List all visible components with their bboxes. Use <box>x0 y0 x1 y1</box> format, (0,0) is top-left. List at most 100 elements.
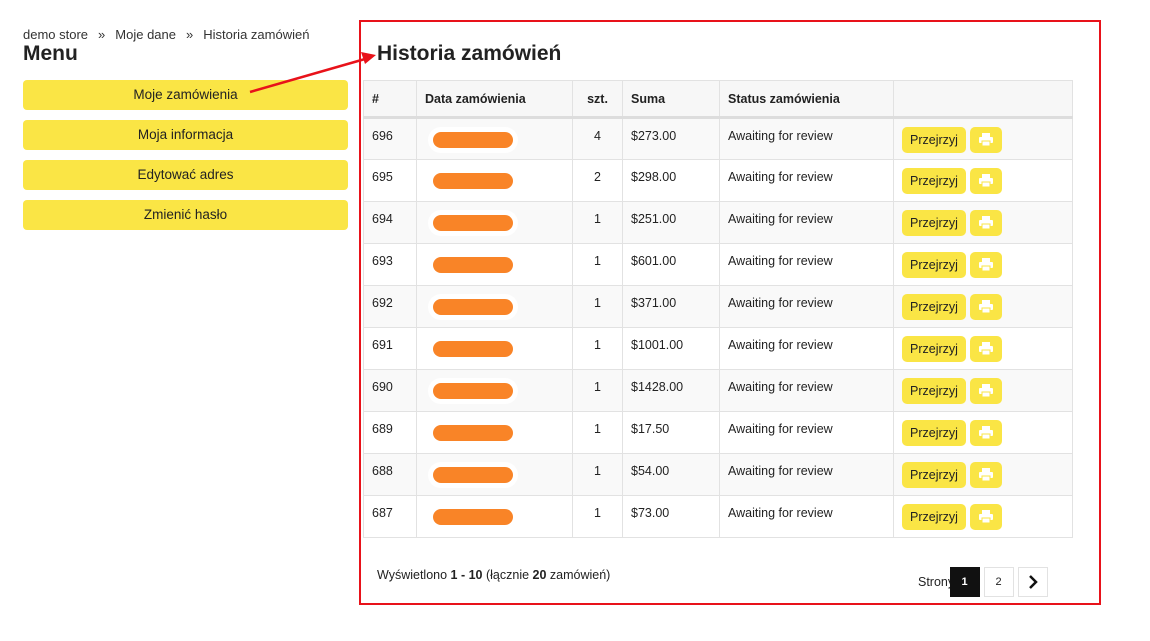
breadcrumb-account[interactable]: Moje dane <box>115 27 176 42</box>
view-order-button[interactable]: Przejrzyj <box>902 252 966 278</box>
page-title: Historia zamówień <box>377 42 562 65</box>
printer-icon <box>978 426 993 440</box>
col-qty: szt. <box>572 80 623 119</box>
order-status: Awaiting for review <box>719 453 894 496</box>
order-qty: 1 <box>572 285 623 328</box>
order-id: 687 <box>363 495 417 538</box>
orders-table: # Data zamówienia szt. Suma Status zamów… <box>363 80 1073 538</box>
account-menu: Moje zamówienia Moja informacja Edytować… <box>23 80 348 240</box>
order-date <box>416 411 573 454</box>
view-order-button[interactable]: Przejrzyj <box>902 127 966 153</box>
order-actions: Przejrzyj <box>893 453 1073 496</box>
order-qty: 1 <box>572 243 623 286</box>
order-id: 688 <box>363 453 417 496</box>
order-actions: Przejrzyj <box>893 411 1073 454</box>
chevron-right-icon <box>1028 575 1038 589</box>
redacted-date <box>433 467 513 483</box>
order-status: Awaiting for review <box>719 285 894 328</box>
order-status: Awaiting for review <box>719 495 894 538</box>
page-1-button[interactable]: 1 <box>949 567 980 597</box>
order-date <box>416 369 573 412</box>
redacted-date <box>433 173 513 189</box>
print-button[interactable] <box>969 378 1002 404</box>
order-qty: 2 <box>572 159 623 202</box>
order-sum: $1001.00 <box>622 327 720 370</box>
redacted-date <box>433 215 513 231</box>
order-date <box>416 285 573 328</box>
menu-item-password[interactable]: Zmienić hasło <box>23 200 348 230</box>
order-qty: 1 <box>572 495 623 538</box>
view-order-button[interactable]: Przejrzyj <box>902 378 966 404</box>
table-row: 687 1 $73.00 Awaiting for review Przejrz… <box>363 495 1073 538</box>
order-qty: 1 <box>572 201 623 244</box>
view-order-button[interactable]: Przejrzyj <box>902 336 966 362</box>
order-status: Awaiting for review <box>719 411 894 454</box>
order-qty: 1 <box>572 369 623 412</box>
pagination: Strony: 1 2 <box>918 567 1048 597</box>
order-sum: $54.00 <box>622 453 720 496</box>
redacted-date <box>433 132 513 148</box>
view-order-button[interactable]: Przejrzyj <box>902 504 966 530</box>
table-row: 694 1 $251.00 Awaiting for review Przejr… <box>363 201 1073 244</box>
menu-item-address[interactable]: Edytować adres <box>23 160 348 190</box>
table-row: 696 4 $273.00 Awaiting for review Przejr… <box>363 117 1073 160</box>
order-actions: Przejrzyj <box>893 285 1073 328</box>
order-actions: Przejrzyj <box>893 495 1073 538</box>
table-row: 692 1 $371.00 Awaiting for review Przejr… <box>363 285 1073 328</box>
menu-item-orders[interactable]: Moje zamówienia <box>23 80 348 110</box>
redacted-date <box>433 383 513 399</box>
col-id: # <box>363 80 417 119</box>
breadcrumb-home[interactable]: demo store <box>23 27 89 42</box>
print-button[interactable] <box>969 294 1002 320</box>
breadcrumb-current: Historia zamówień <box>203 27 310 42</box>
redacted-date <box>433 257 513 273</box>
page-2-button[interactable]: 2 <box>983 567 1014 597</box>
table-row: 693 1 $601.00 Awaiting for review Przejr… <box>363 243 1073 286</box>
print-button[interactable] <box>969 336 1002 362</box>
order-actions: Przejrzyj <box>893 369 1073 412</box>
order-status: Awaiting for review <box>719 369 894 412</box>
highlight-frame <box>359 20 1101 605</box>
col-status: Status zamówienia <box>719 80 894 119</box>
print-button[interactable] <box>969 252 1002 278</box>
print-button[interactable] <box>969 127 1002 153</box>
menu-item-info[interactable]: Moja informacja <box>23 120 348 150</box>
printer-icon <box>978 384 993 398</box>
order-status: Awaiting for review <box>719 159 894 202</box>
order-sum: $298.00 <box>622 159 720 202</box>
print-button[interactable] <box>969 504 1002 530</box>
results-summary: Wyświetlono 1 - 10 (łącznie 20 zamówień) <box>377 568 611 582</box>
order-status: Awaiting for review <box>719 327 894 370</box>
order-status: Awaiting for review <box>719 117 894 160</box>
table-row: 688 1 $54.00 Awaiting for review Przejrz… <box>363 453 1073 496</box>
order-qty: 1 <box>572 453 623 496</box>
breadcrumb: demo store» Moje dane» Historia zamówień <box>23 27 310 42</box>
order-actions: Przejrzyj <box>893 327 1073 370</box>
print-button[interactable] <box>969 168 1002 194</box>
table-row: 695 2 $298.00 Awaiting for review Przejr… <box>363 159 1073 202</box>
col-sum: Suma <box>622 80 720 119</box>
view-order-button[interactable]: Przejrzyj <box>902 420 966 446</box>
view-order-button[interactable]: Przejrzyj <box>902 210 966 236</box>
order-sum: $1428.00 <box>622 369 720 412</box>
redacted-date <box>433 425 513 441</box>
print-button[interactable] <box>969 420 1002 446</box>
order-actions: Przejrzyj <box>893 159 1073 202</box>
view-order-button[interactable]: Przejrzyj <box>902 168 966 194</box>
table-row: 691 1 $1001.00 Awaiting for review Przej… <box>363 327 1073 370</box>
view-order-button[interactable]: Przejrzyj <box>902 294 966 320</box>
print-button[interactable] <box>969 210 1002 236</box>
order-id: 692 <box>363 285 417 328</box>
order-date <box>416 159 573 202</box>
table-row: 689 1 $17.50 Awaiting for review Przejrz… <box>363 411 1073 454</box>
printer-icon <box>978 342 993 356</box>
next-page-button[interactable] <box>1017 567 1048 597</box>
menu-title: Menu <box>23 42 78 65</box>
order-id: 690 <box>363 369 417 412</box>
order-sum: $601.00 <box>622 243 720 286</box>
print-button[interactable] <box>969 462 1002 488</box>
order-status: Awaiting for review <box>719 243 894 286</box>
view-order-button[interactable]: Przejrzyj <box>902 462 966 488</box>
table-row: 690 1 $1428.00 Awaiting for review Przej… <box>363 369 1073 412</box>
